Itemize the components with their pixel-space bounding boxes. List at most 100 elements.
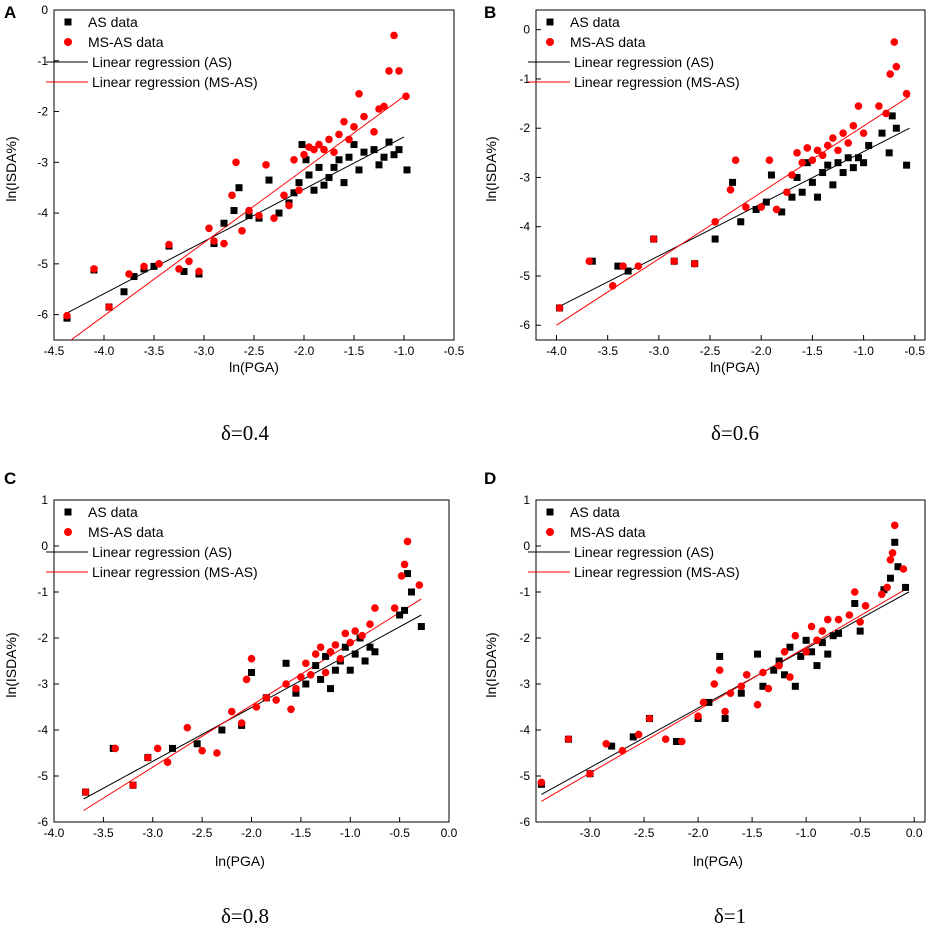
legend-swatch-as-data [64, 18, 72, 26]
as-data-point [629, 733, 637, 741]
ms-as-data-point [350, 122, 358, 131]
ms-as-data-point [213, 749, 221, 757]
ms-as-data-point [326, 648, 335, 656]
ms-as-data-point [306, 671, 315, 679]
as-data-point [624, 267, 632, 275]
panel-c-caption: δ=0.8 [221, 904, 269, 928]
ms-as-data-point [63, 311, 71, 320]
ms-as-data-point [270, 214, 278, 222]
y-tick-label: 1 [41, 493, 48, 507]
as-data-point [390, 151, 398, 159]
ms-as-data-point [786, 673, 794, 681]
x-tick-label: -3.5 [93, 826, 114, 840]
ms-as-data-point [183, 723, 192, 732]
as-data-point [803, 159, 811, 167]
ms-as-data-point [330, 148, 338, 156]
panel-d-xlabel: ln(PGA) [693, 853, 743, 869]
ms-as-data-point [888, 549, 897, 557]
ms-as-data-point [850, 588, 859, 596]
ms-as-data-point [272, 696, 280, 704]
legend-a: AS data MS-AS data Linear regression (AS) L… [46, 14, 258, 90]
as-data-point [752, 205, 760, 213]
as-data-point [302, 680, 310, 688]
as-data-point [120, 288, 128, 296]
as-data-point [312, 662, 320, 670]
as-data-point [403, 166, 411, 174]
as-data-point [888, 112, 896, 120]
as-data-point [325, 174, 333, 182]
ms-as-data-point [81, 788, 90, 796]
as-data-point [302, 156, 310, 164]
ms-as-data-point [823, 141, 832, 150]
as-data-point [737, 689, 745, 697]
as-data-point [169, 744, 176, 752]
x-tick-label: -0.5 [850, 826, 871, 840]
as-data-point [361, 657, 369, 665]
ms-as-data-point [385, 67, 393, 75]
ms-as-data-point [634, 730, 643, 739]
as-data-point [417, 623, 425, 630]
x-tick-label: -1.0 [394, 344, 415, 358]
ms-as-data-point [726, 185, 735, 194]
as-data-point [788, 193, 796, 201]
y-tick-label: -4 [37, 206, 48, 220]
ms-as-data-point [877, 590, 886, 599]
ms-as-data-point [829, 134, 837, 142]
legend-entry: AS data [88, 504, 138, 520]
x-tick-label: -1.5 [742, 826, 763, 840]
as-data-point [880, 586, 888, 594]
as-data-point [835, 629, 843, 637]
ms-as-data-point [397, 572, 406, 580]
panel-d-caption: δ=1 [714, 904, 746, 928]
ms-as-data-point [340, 117, 348, 126]
ms-as-data-point [105, 303, 113, 311]
as-data-point [767, 171, 775, 179]
as-data-point [355, 166, 363, 174]
x-tick-label: -0.5 [904, 344, 925, 358]
x-tick-label: -2.0 [688, 826, 709, 840]
ms-as-data-point [803, 144, 812, 152]
ms-as-data-point [757, 203, 766, 211]
as-data-point [878, 129, 886, 137]
y-tick-label: -5 [519, 769, 530, 783]
as-data-point [797, 652, 805, 660]
legend-d: AS data MS-AS data Linear regression (AS) L… [528, 504, 740, 580]
ms-as-data-point [205, 224, 213, 233]
ms-as-data-point [564, 735, 573, 743]
as-data-point [860, 159, 868, 167]
as-data-point [345, 153, 353, 161]
ms-as-data-point [380, 102, 388, 111]
ms-as-data-point [220, 239, 228, 248]
as-data-point [315, 163, 323, 171]
as-data-point [230, 207, 238, 215]
ms-as-data-point [854, 102, 863, 110]
regression-line-ms-as [541, 586, 910, 802]
ms-as-data-point [125, 270, 133, 278]
ms-as-data-point [227, 707, 236, 716]
ms-as-data-point [818, 627, 827, 635]
as-data-point [851, 600, 859, 607]
ms-as-data-point [726, 689, 735, 697]
as-data-point [317, 675, 325, 683]
y-tick-label: -4 [37, 723, 48, 737]
as-data-point [310, 186, 318, 194]
legend-swatch-as-data [64, 508, 72, 516]
x-tick-label: -2.0 [241, 826, 262, 840]
ms-as-data-point [902, 89, 911, 98]
legend-entry: Linear regression (MS-AS) [574, 74, 740, 90]
x-tick-label: 0.0 [906, 826, 923, 840]
ms-as-data-point [228, 191, 236, 200]
as-data-point [290, 189, 298, 197]
x-tick-label: -2.5 [634, 826, 655, 840]
ms-as-data-point [742, 203, 750, 211]
ms-as-data-point [802, 648, 810, 656]
plot-c: -4.0 -3.5 -3.0 -2.5 -2.0 -1.5 -1.0 -0.5 0.0 1 0 -1 -… [37, 493, 457, 840]
as-data-point [370, 146, 378, 154]
ms-as-data-point [861, 602, 870, 610]
x-tick-label: -3.5 [597, 344, 618, 358]
ms-as-data-point [165, 240, 173, 249]
as-data-point [366, 643, 374, 651]
ms-as-data-point [731, 156, 740, 165]
as-data-point [341, 643, 349, 651]
